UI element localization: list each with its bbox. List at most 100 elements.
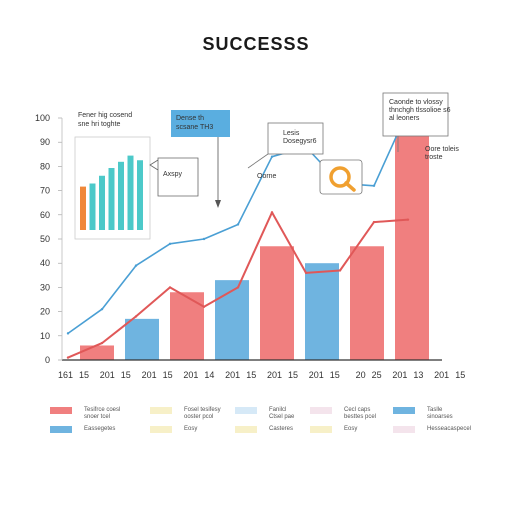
inset-bar (137, 160, 143, 230)
legend-swatch (235, 426, 257, 433)
x-tick-label: 201 (392, 370, 407, 380)
annotation-b-label: Oorne (257, 173, 277, 180)
inset-bar (118, 161, 124, 230)
x-tick-label: 201 (142, 370, 157, 380)
arrow-head (215, 200, 221, 208)
legend-label: Eosy (344, 426, 357, 432)
lines-layer (66, 109, 444, 359)
series-point (66, 332, 70, 335)
annotation-a-label: Lesis Dosegysr6 (283, 130, 317, 145)
y-tick-label: 20 (40, 307, 50, 317)
series-point (100, 307, 104, 311)
y-tick-label: 60 (40, 210, 50, 220)
series-point (236, 286, 240, 289)
legend-label: Taslle sinoarses (427, 407, 453, 420)
x-tick-label: 20 (356, 370, 366, 380)
annotation-a-leader (247, 153, 269, 169)
series-point (406, 218, 410, 221)
legend-swatch (393, 407, 415, 414)
annotation-c-label: Caonde to vlossy thnchgh tlssolioe s6 al l… (389, 99, 451, 122)
x-tick-label: 15 (246, 370, 256, 380)
inset-bar (127, 155, 134, 230)
x-tick-label: 201 (434, 370, 449, 380)
legend-swatch (150, 426, 172, 433)
annotation-box-a (267, 122, 324, 155)
series-point (168, 286, 172, 289)
bar (260, 246, 294, 360)
y-tick-label: 90 (40, 137, 50, 147)
inset-caption: Fener hig cosend sne hri toghte (78, 112, 132, 128)
bars-layer (80, 125, 429, 360)
y-tick-label: 30 (40, 282, 50, 292)
x-tick-label: 201 (225, 370, 240, 380)
inset-chart: Fener hig cosend sne hri toghte Axspy (74, 112, 199, 240)
x-tick-label: 14 (204, 370, 214, 380)
legend-label: Tesifrce coesl snoer tcel (84, 407, 120, 420)
series-point (338, 269, 342, 272)
x-tick-label: 161 (58, 370, 73, 380)
y-axis-ticks: 0 10 20 30 40 50 60 70 80 90 100 (35, 113, 62, 365)
legend-label: Eassegetes (84, 426, 115, 432)
series-point (66, 356, 70, 359)
series-point (236, 223, 240, 226)
annotation-blue-box (171, 110, 230, 137)
search-icon-handle (344, 181, 356, 192)
annotation-box-c (382, 92, 449, 137)
series-point (270, 155, 274, 158)
inset-bar (80, 186, 86, 230)
x-tick-label: 15 (121, 370, 131, 380)
chart-title: SUCCESSS (202, 34, 310, 54)
series-point (202, 305, 206, 308)
legend-swatch (50, 407, 72, 414)
y-tick-label: 80 (40, 161, 50, 171)
bar (125, 318, 159, 360)
annotation-d-label: Oore toleis troste (425, 146, 459, 161)
series-point (270, 211, 274, 214)
x-tick-label: 13 (413, 370, 423, 380)
annotation-icon-box (319, 159, 363, 195)
x-tick-label: 201 (267, 370, 282, 380)
y-tick-label: 70 (40, 186, 50, 196)
legend-swatch (235, 407, 257, 414)
bar (350, 246, 384, 360)
x-tick-label: 25 (372, 370, 382, 380)
bar (80, 345, 114, 360)
legend-swatch (393, 426, 415, 433)
legend-swatch (310, 407, 332, 414)
y-tick-label: 0 (45, 355, 50, 365)
series-point (168, 242, 172, 246)
x-tick-label: 15 (455, 370, 465, 380)
x-tick-label: 15 (79, 370, 89, 380)
series-point (202, 237, 206, 241)
y-tick-label: 50 (40, 234, 50, 244)
x-tick-label: 201 (100, 370, 115, 380)
callout-right-label: Axspy (163, 171, 183, 178)
y-tick-label: 100 (35, 113, 50, 123)
legend-label: Eosy (184, 426, 197, 432)
y-tick-label: 10 (40, 331, 50, 341)
series-point (134, 264, 138, 267)
series-point (372, 220, 376, 224)
x-tick-label: 15 (163, 370, 173, 380)
series-point (304, 271, 308, 275)
search-icon (329, 166, 351, 188)
callout-right-box (149, 157, 199, 197)
annotation-blue-label: Dense th scsane TH3 (176, 115, 213, 131)
legend-swatch (310, 426, 332, 433)
legend-label: Fanilcl Ctsel pae (269, 407, 295, 420)
legend-label: Fosel tesifesy ooster pcol (184, 407, 221, 420)
x-tick-label: 201 (309, 370, 324, 380)
legend-label: Cecl caps besttes pcel (344, 407, 376, 420)
x-tick-label: 15 (288, 370, 298, 380)
legend-label: Casteres (269, 426, 293, 432)
x-axis-ticks: 161 15 201 15 201 15 201 14 201 15 201 15 201 15 20 25 2… (58, 370, 465, 380)
annotations-layer: Dense th scsane TH3 Lesis Dosegysr6 Oorne Cao… (171, 92, 459, 208)
series-point (372, 184, 376, 187)
legend: Tesifrce coesl snoer tcel Fosel tesifesy oo… (50, 407, 471, 433)
legend-label: Hesseacaspecel (427, 426, 471, 432)
legend-swatch (150, 407, 172, 414)
bar (215, 280, 249, 360)
series-point (134, 315, 138, 318)
bar (170, 292, 204, 360)
series-line-1 (67, 109, 443, 335)
